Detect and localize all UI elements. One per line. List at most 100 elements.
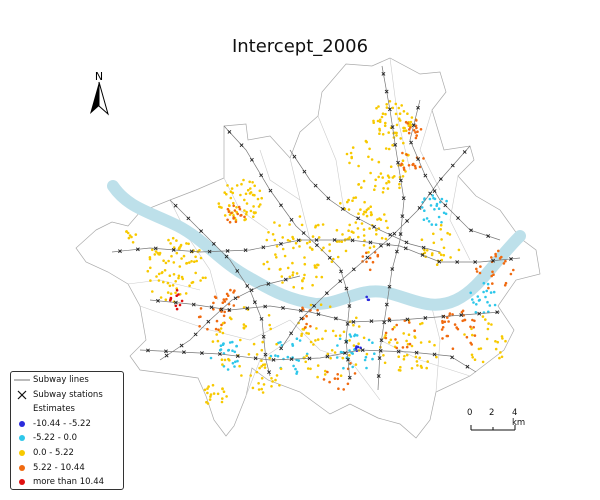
estimate-point xyxy=(315,275,318,279)
station-stroke xyxy=(252,300,257,305)
estimate-point xyxy=(391,176,395,179)
estimate-point xyxy=(214,327,218,331)
estimate-point xyxy=(490,256,493,259)
estimate-point xyxy=(482,290,485,294)
subway-station xyxy=(387,318,392,323)
estimate-point xyxy=(253,184,256,188)
estimate-point xyxy=(282,357,285,361)
estimate-point xyxy=(231,349,234,353)
estimate-point xyxy=(492,273,495,277)
station-stroke xyxy=(338,279,343,284)
estimate-point xyxy=(338,240,341,243)
subway-station xyxy=(381,71,386,76)
estimate-point xyxy=(402,141,405,145)
estimate-point xyxy=(317,236,321,239)
estimate-point xyxy=(441,319,444,323)
estimate-point xyxy=(381,112,385,115)
estimate-point xyxy=(278,224,281,227)
estimate-point xyxy=(357,183,360,186)
estimate-point xyxy=(377,105,380,108)
station-stroke xyxy=(207,249,212,254)
station-stroke xyxy=(437,259,442,264)
subway-station xyxy=(225,248,230,253)
subway-station xyxy=(326,196,331,201)
estimate-point xyxy=(235,206,238,209)
subway-station xyxy=(396,160,400,165)
subway-line-icon xyxy=(11,377,33,383)
station-stroke xyxy=(243,248,248,253)
legend-dot-icon xyxy=(19,421,25,427)
estimate-point xyxy=(363,210,366,214)
estimate-point xyxy=(504,281,508,285)
station-stroke xyxy=(313,183,318,188)
estimate-point xyxy=(199,315,202,319)
estimate-point xyxy=(409,120,413,124)
estimate-point xyxy=(271,233,275,236)
estimate-point xyxy=(198,249,201,252)
estimate-point xyxy=(362,234,366,237)
estimate-point xyxy=(231,340,234,344)
subway-station xyxy=(289,357,294,362)
estimate-point xyxy=(404,170,407,173)
estimate-point xyxy=(410,344,414,348)
subway-station xyxy=(259,316,264,321)
estimate-point xyxy=(471,318,474,322)
estimate-point xyxy=(405,153,408,156)
estimate-point xyxy=(263,366,267,369)
estimate-point xyxy=(195,259,198,263)
subway-station xyxy=(369,319,374,324)
estimate-point xyxy=(409,126,412,129)
estimate-point xyxy=(494,254,498,258)
subway-station xyxy=(191,302,196,307)
estimate-point xyxy=(381,176,385,179)
estimate-point xyxy=(363,358,367,362)
subway-station xyxy=(189,249,194,254)
station-stroke xyxy=(405,219,409,223)
station-stroke xyxy=(327,255,332,260)
estimate-point xyxy=(292,246,295,250)
estimate-point xyxy=(258,366,261,370)
subway-line xyxy=(149,299,501,323)
estimate-point xyxy=(382,187,385,190)
subway-station xyxy=(437,259,442,264)
estimate-point xyxy=(341,233,344,236)
estimate-point xyxy=(311,235,315,238)
station-stroke xyxy=(394,249,399,254)
station-stroke xyxy=(227,307,232,312)
estimate-point xyxy=(130,235,133,239)
estimate-point xyxy=(479,265,482,268)
estimate-point xyxy=(157,272,161,276)
station-stroke xyxy=(314,238,319,242)
estimate-point xyxy=(221,331,225,335)
estimate-point xyxy=(347,237,351,241)
estimate-point xyxy=(209,393,213,396)
station-stroke xyxy=(491,258,496,263)
estimate-point xyxy=(161,271,164,274)
estimate-point xyxy=(217,202,221,205)
station-stroke xyxy=(289,331,294,336)
estimate-point xyxy=(471,298,474,301)
estimate-point xyxy=(494,252,497,256)
subway-station xyxy=(193,332,198,337)
subway-station xyxy=(462,150,467,154)
subway-station xyxy=(263,352,268,357)
station-stroke xyxy=(173,300,178,305)
subway-station xyxy=(289,217,294,222)
estimate-point xyxy=(434,223,438,226)
subway-station xyxy=(344,339,349,344)
estimate-point xyxy=(442,246,446,250)
estimate-point xyxy=(415,126,418,130)
subway-station xyxy=(343,351,347,355)
subway-station xyxy=(372,224,376,229)
estimate-point xyxy=(346,382,350,386)
estimate-point xyxy=(295,337,299,341)
station-stroke xyxy=(253,356,258,361)
estimate-point xyxy=(485,337,489,341)
subway-station xyxy=(173,300,178,305)
estimate-point xyxy=(388,100,392,103)
estimate-point xyxy=(242,306,246,309)
estimate-point xyxy=(402,126,405,130)
estimate-point xyxy=(309,325,312,328)
estimate-point xyxy=(352,344,356,347)
station-stroke xyxy=(387,284,392,289)
